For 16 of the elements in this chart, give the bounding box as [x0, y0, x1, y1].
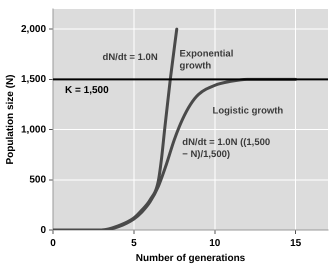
x-tick-label: 10: [209, 238, 221, 249]
x-tick-label: 5: [131, 238, 138, 249]
ref-line-label: K = 1,500: [65, 85, 110, 96]
x-tick-label: 0: [50, 238, 56, 249]
y-tick-label: 2,000: [20, 24, 46, 35]
x-tick-label: 15: [290, 238, 302, 249]
annotation: dN/dt = 1.0N ((1,500 − N)/1,500): [182, 136, 270, 160]
y-tick-label: 1,500: [20, 74, 46, 86]
annotation: Exponential growth: [180, 48, 234, 72]
y-axis-title: Population size (N): [4, 74, 16, 164]
y-tick-label: 1,000: [20, 124, 46, 136]
annotation: dN/dt = 1.0N: [102, 52, 158, 64]
annotation: Logistic growth: [212, 105, 284, 116]
y-tick-label: 500: [29, 174, 46, 186]
y-tick-label: 0: [40, 224, 46, 236]
x-axis-title: Number of generations: [136, 252, 246, 264]
